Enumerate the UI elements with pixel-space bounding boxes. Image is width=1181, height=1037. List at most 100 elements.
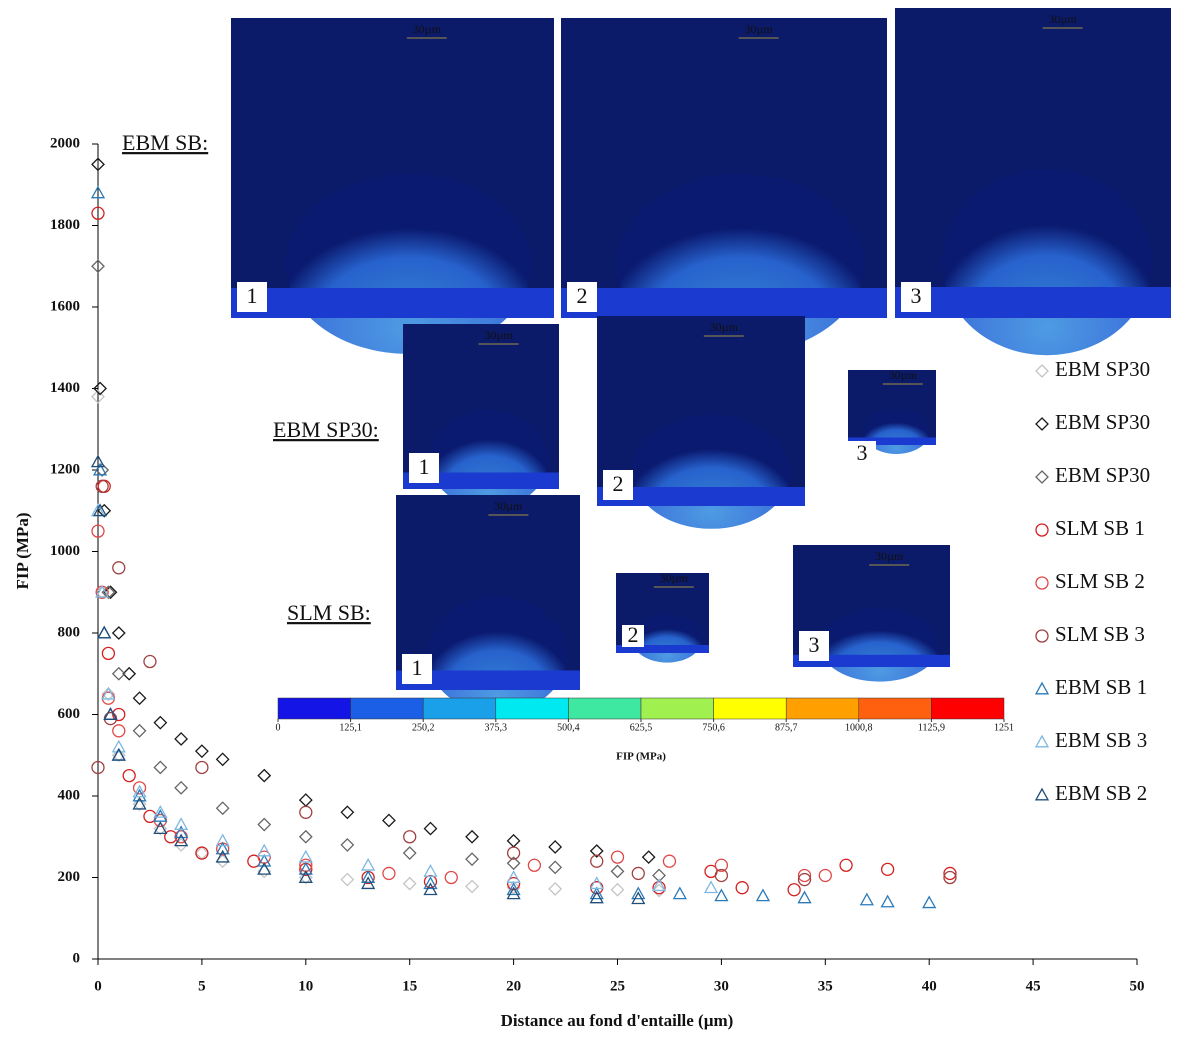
inset-row-label: EBM SB: xyxy=(122,130,208,155)
y-tick-label: 1000 xyxy=(50,543,80,559)
colorbar-segment xyxy=(785,697,860,720)
point xyxy=(215,849,230,863)
point xyxy=(91,389,105,404)
panel-number: 1 xyxy=(247,283,258,308)
point xyxy=(174,817,189,830)
point xyxy=(506,882,521,896)
point xyxy=(143,654,157,669)
colorbar-segment xyxy=(422,697,497,720)
legend-label: SLM SB 1 xyxy=(1055,516,1145,540)
point xyxy=(92,462,108,476)
point xyxy=(631,866,645,881)
point xyxy=(153,804,168,818)
point xyxy=(402,876,417,891)
point xyxy=(423,882,438,896)
point xyxy=(797,872,812,887)
point xyxy=(506,833,521,848)
point xyxy=(91,760,105,775)
panel-number: 2 xyxy=(577,283,588,308)
mesh-zone xyxy=(427,596,568,714)
point xyxy=(444,870,458,885)
y-tick-label: 1200 xyxy=(50,461,80,477)
colorbar-tick-label: 1125,9 xyxy=(918,722,945,733)
point xyxy=(153,760,168,775)
point xyxy=(132,788,147,802)
scale-label: 30µm xyxy=(875,549,904,563)
x-tick-label: 15 xyxy=(402,978,417,994)
colorbar-segment xyxy=(568,697,642,720)
scale-label: 30µm xyxy=(710,320,739,334)
colorbar-tick-label: 1251 xyxy=(994,722,1014,733)
mesh-bottom xyxy=(396,670,580,690)
point xyxy=(423,821,438,836)
mesh-bottom xyxy=(793,654,950,667)
point xyxy=(714,858,729,872)
point xyxy=(164,830,178,844)
point xyxy=(880,862,895,876)
point xyxy=(132,691,147,706)
point xyxy=(93,381,107,396)
inset-row-label: EBM SP30: xyxy=(273,417,379,442)
x-tick-label: 25 xyxy=(610,978,625,994)
point xyxy=(111,747,126,761)
point xyxy=(943,870,957,885)
point xyxy=(257,817,272,832)
point xyxy=(382,813,396,828)
point xyxy=(859,892,874,906)
legend-label: EBM SP30 xyxy=(1055,410,1150,434)
x-tick-label: 50 xyxy=(1130,978,1145,994)
point xyxy=(132,781,147,795)
point xyxy=(90,454,106,468)
legend-label: EBM SP30 xyxy=(1055,357,1150,381)
point xyxy=(340,837,355,852)
panel-number: 3 xyxy=(911,283,922,308)
mesh-zone xyxy=(819,608,940,682)
y-axis-label: FIP (MPa) xyxy=(13,513,32,590)
panel-number-box xyxy=(848,441,876,469)
point xyxy=(97,625,112,639)
point xyxy=(610,882,625,897)
point xyxy=(174,780,189,795)
point xyxy=(589,890,604,904)
colorbar-segment xyxy=(350,697,424,720)
point xyxy=(402,846,417,860)
point xyxy=(548,881,563,896)
point xyxy=(298,870,313,883)
inset-row-label: SLM SB: xyxy=(287,600,371,625)
point xyxy=(112,724,126,738)
point xyxy=(153,813,167,828)
scale-label: 30µm xyxy=(413,22,442,36)
colorbar-segment xyxy=(931,697,1005,720)
point xyxy=(787,883,801,897)
colorbar-title: FIP (MPa) xyxy=(616,751,666,763)
point xyxy=(257,843,272,857)
x-tick-label: 40 xyxy=(922,978,937,994)
point xyxy=(153,809,168,822)
point xyxy=(651,878,667,892)
panel-number-box xyxy=(237,282,267,312)
point xyxy=(194,744,209,759)
point xyxy=(527,858,542,872)
point xyxy=(101,686,116,700)
point xyxy=(215,833,230,847)
point xyxy=(839,858,853,872)
panel-number-box xyxy=(622,625,644,647)
scale-label: 30µm xyxy=(889,368,918,382)
colorbar-tick-label: 250,2 xyxy=(412,722,435,733)
panel-number: 2 xyxy=(613,471,624,496)
point xyxy=(465,879,479,894)
scale-label: 30µm xyxy=(1048,12,1077,26)
point xyxy=(95,479,109,493)
colorbar-segment xyxy=(495,697,569,720)
point xyxy=(257,853,272,867)
x-axis-label: Distance au fond d'entaille (µm) xyxy=(501,1011,734,1030)
panel-number-box xyxy=(603,470,633,500)
legend-label: SLM SB 3 xyxy=(1055,622,1145,646)
point xyxy=(111,739,126,753)
scale-label: 30µm xyxy=(660,571,689,585)
colorbar-tick-label: 1000,8 xyxy=(845,722,873,733)
point xyxy=(506,876,521,891)
legend-marker xyxy=(1035,417,1049,431)
scale-label: 30µm xyxy=(494,499,523,513)
